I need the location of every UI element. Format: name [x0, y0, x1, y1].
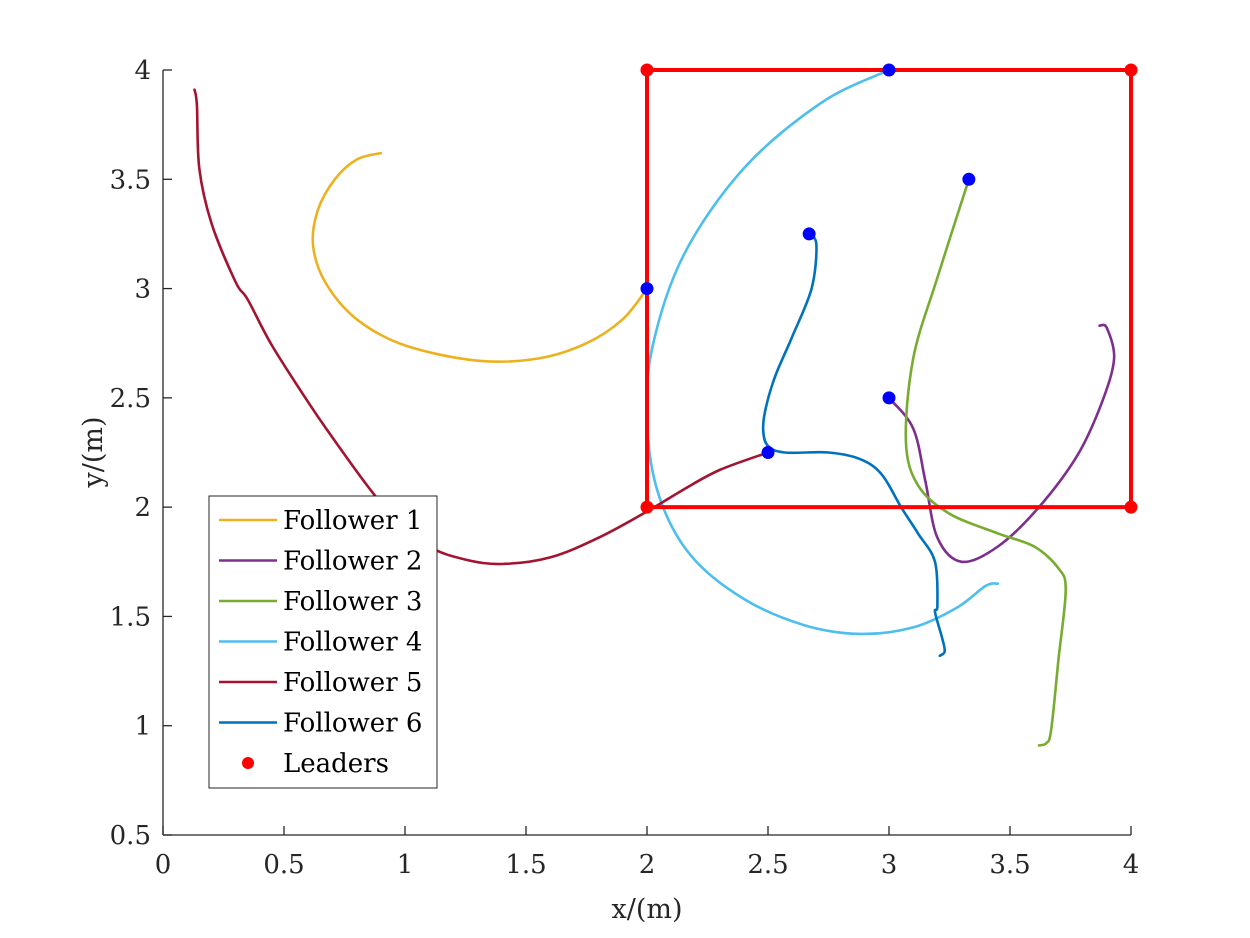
x-tick-label: 3.5	[989, 850, 1030, 880]
legend-label-follower-3: Follower 3	[283, 587, 422, 617]
series-lines	[193, 68, 1116, 747]
follower-start-marker	[962, 172, 976, 186]
follower-start-marker	[640, 282, 654, 296]
series-line-follower-1	[311, 151, 649, 364]
follower-start-marker	[761, 446, 775, 459]
y-ticks: 0.5 1 1.5 2 2.5 3 3.5 4	[110, 56, 172, 851]
x-tick-label: 1	[397, 850, 414, 880]
legend-label-follower-6: Follower 6	[283, 709, 422, 739]
y-tick-label: 1.5	[110, 602, 151, 632]
follower-start-marker	[802, 227, 816, 241]
legend-label-leaders: Leaders	[283, 749, 389, 779]
y-tick-label: 3	[134, 275, 151, 305]
series-line-follower-2	[887, 323, 1116, 564]
x-tick-label: 1.5	[505, 850, 546, 880]
legend-label-follower-5: Follower 5	[283, 668, 422, 698]
x-tick-label: 2.5	[747, 850, 788, 880]
leader-points	[640, 63, 1138, 514]
legend-swatch-leaders	[242, 757, 254, 769]
x-tick-label: 0.5	[263, 850, 304, 880]
legend-label-follower-2: Follower 2	[283, 547, 422, 577]
leader-point	[640, 500, 654, 514]
x-tick-label: 4	[1123, 850, 1140, 880]
legend: Follower 1 Follower 2 Follower 3 Follower 4…	[208, 495, 438, 789]
leader-point	[640, 63, 654, 77]
series-line-follower-6	[761, 232, 947, 658]
x-tick-label: 3	[881, 850, 898, 880]
series-line-follower-3	[904, 178, 1067, 747]
x-tick-label: 2	[639, 850, 656, 880]
legend-label-follower-4: Follower 4	[283, 628, 422, 658]
legend-label-follower-1: Follower 1	[283, 506, 422, 536]
y-tick-label: 4	[134, 56, 151, 86]
y-tick-label: 0.5	[110, 821, 151, 851]
y-axis-label: y/(m)	[78, 416, 109, 488]
follower-endpoints	[640, 63, 976, 459]
x-ticks: 0 0.5 1 1.5 2 2.5 3 3.5 4	[155, 826, 1140, 880]
y-tick-label: 2.5	[110, 384, 151, 414]
follower-start-marker	[882, 63, 896, 77]
y-tick-label: 2	[134, 493, 151, 523]
y-tick-label: 3.5	[110, 165, 151, 195]
y-tick-label: 1	[134, 712, 151, 742]
leader-point	[1124, 63, 1138, 77]
x-tick-label: 0	[155, 850, 172, 880]
x-axis-label: x/(m)	[612, 894, 683, 925]
series-line-follower-4	[645, 68, 1000, 636]
follower-start-marker	[882, 391, 896, 405]
leader-point	[1124, 500, 1138, 514]
